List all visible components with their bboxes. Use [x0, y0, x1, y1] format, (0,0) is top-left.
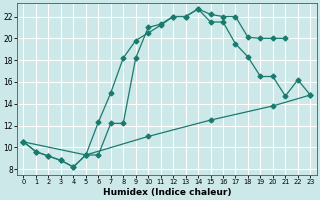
X-axis label: Humidex (Indice chaleur): Humidex (Indice chaleur): [103, 188, 231, 197]
